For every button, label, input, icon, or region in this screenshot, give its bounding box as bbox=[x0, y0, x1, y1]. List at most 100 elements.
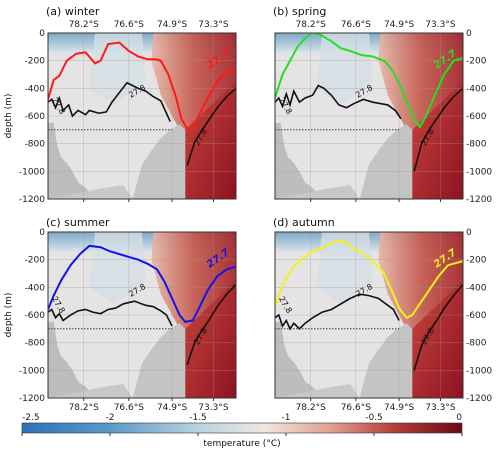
y-tick-label: -800 bbox=[25, 140, 46, 150]
colorbar-tick-label: -2.5 bbox=[22, 413, 40, 423]
colorbar-tick-label: -0.5 bbox=[365, 413, 383, 423]
bathymetry-left bbox=[275, 321, 322, 398]
panel-frame bbox=[274, 231, 464, 399]
y-tick-label: -600 bbox=[466, 311, 487, 321]
cool-patch bbox=[316, 232, 373, 304]
y-tick-label: -1000 bbox=[19, 167, 45, 177]
y-tick-label: -800 bbox=[466, 339, 487, 349]
deep-warm-water bbox=[412, 81, 463, 199]
colorbar-tick-label: -1 bbox=[282, 413, 291, 423]
x-tick-label: 73.3°S bbox=[198, 403, 229, 413]
x-tick-label: 76.6°S bbox=[341, 20, 372, 30]
y-tick-label: -400 bbox=[25, 84, 46, 94]
panel-title: (d) autumn bbox=[273, 216, 335, 229]
panel-3: 27.827.827.827.7 (c) summer 78.2°S 76.6°S 74… bbox=[4, 216, 237, 413]
y-tick-label: -600 bbox=[25, 112, 46, 122]
deep-warm-water bbox=[412, 280, 463, 398]
y-tick-label: -200 bbox=[25, 57, 46, 67]
bathymetry-left bbox=[275, 122, 322, 199]
panel-frame bbox=[274, 32, 464, 200]
y-tick-label: -800 bbox=[25, 339, 46, 349]
isopycnal-27-7-line bbox=[48, 41, 236, 130]
isopycnal-27-8-line bbox=[48, 81, 171, 122]
isopycnal-27-8-deep-line bbox=[413, 87, 463, 172]
panel-1: 27.827.827.827.7 (a) winter 78.2°S 76.6°S 74… bbox=[4, 5, 237, 205]
y-tick-label: 0 bbox=[466, 228, 472, 238]
x-tick-label: 73.3°S bbox=[425, 20, 456, 30]
y-tick-label: -800 bbox=[466, 140, 487, 150]
deep-warm-water bbox=[185, 280, 236, 398]
cool-patch bbox=[89, 33, 146, 105]
isopycnal-27-7-line bbox=[275, 33, 463, 129]
y-tick-label: -600 bbox=[466, 112, 487, 122]
x-tick-label: 74.9°S bbox=[157, 403, 188, 413]
y-tick-label: -400 bbox=[25, 283, 46, 293]
y-tick-label: -1000 bbox=[19, 366, 45, 376]
bathymetry-floor bbox=[275, 384, 360, 398]
panels: 27.827.827.827.7 (a) winter 78.2°S 76.6°S 74… bbox=[4, 5, 492, 413]
deep-warm-water bbox=[185, 81, 236, 199]
panel-4: 27.827.827.827.7 (d) autumn 78.2°S 76.6°S 74… bbox=[273, 216, 492, 413]
y-tick-label: -1000 bbox=[466, 167, 492, 177]
isopycnal-27-8-line bbox=[275, 293, 400, 331]
temperature-field: 27.827.827.827.7 bbox=[48, 232, 236, 398]
temperature-field: 27.827.827.827.7 bbox=[48, 33, 236, 199]
isopycnal-27-7-line bbox=[275, 239, 463, 320]
y-tick-label: -200 bbox=[466, 57, 487, 67]
bathymetry-floor bbox=[48, 185, 133, 199]
y-tick-label: -1000 bbox=[466, 366, 492, 376]
x-tick-label: 76.6°S bbox=[114, 403, 145, 413]
x-tick-label: 78.2°S bbox=[69, 20, 100, 30]
x-tick-label: 76.6°S bbox=[341, 403, 372, 413]
panel-title: (c) summer bbox=[46, 216, 110, 229]
bathymetry-floor bbox=[275, 185, 360, 199]
cool-patch bbox=[316, 33, 373, 105]
panel-frame bbox=[47, 231, 237, 399]
y-tick-label: -600 bbox=[25, 311, 46, 321]
x-tick-label: 78.2°S bbox=[296, 403, 327, 413]
colorbar-tick-label: -1.5 bbox=[189, 413, 207, 423]
bathymetry-left bbox=[48, 122, 95, 199]
colorbar: -2.5 -2 -1.5 -1 -0.5 0 temperature (°C) bbox=[21, 413, 463, 449]
x-tick-label: 73.3°S bbox=[198, 20, 229, 30]
temperature-field: 27.827.827.827.7 bbox=[275, 33, 463, 199]
y-tick-label: -1200 bbox=[19, 394, 45, 404]
y-tick-label: -400 bbox=[466, 283, 487, 293]
colorbar-tick-label: -2 bbox=[106, 413, 115, 423]
panel-title: (a) winter bbox=[46, 5, 100, 18]
y-tick-label: 0 bbox=[39, 29, 45, 39]
y-tick-label: -1200 bbox=[19, 195, 45, 205]
x-tick-label: 78.2°S bbox=[69, 403, 100, 413]
y-tick-label: -1200 bbox=[466, 394, 492, 404]
panel-title: (b) spring bbox=[273, 5, 326, 18]
isopycnal-27-8-deep-line bbox=[186, 87, 236, 167]
colorbar-ramp bbox=[21, 422, 463, 434]
y-axis-label: depth (m) bbox=[4, 293, 14, 338]
x-tick-label: 74.9°S bbox=[384, 403, 415, 413]
x-tick-label: 76.6°S bbox=[114, 20, 145, 30]
bathymetry-floor bbox=[48, 384, 133, 398]
colorbar-label: temperature (°C) bbox=[203, 439, 280, 449]
isopycnal-27-8-line bbox=[48, 300, 173, 327]
isopycnal-27-7-line bbox=[48, 244, 236, 324]
y-tick-label: 0 bbox=[466, 29, 472, 39]
temperature-field: 27.827.827.827.7 bbox=[275, 232, 463, 398]
bathymetry-left bbox=[48, 321, 95, 398]
y-tick-label: 0 bbox=[39, 228, 45, 238]
cool-patch bbox=[89, 232, 146, 304]
x-tick-label: 73.3°S bbox=[425, 403, 456, 413]
isopycnal-27-8-line bbox=[275, 84, 402, 120]
y-tick-label: -400 bbox=[466, 84, 487, 94]
x-tick-label: 78.2°S bbox=[296, 20, 327, 30]
y-tick-label: -1200 bbox=[466, 195, 492, 205]
isopycnal-27-8-deep-line bbox=[186, 284, 236, 366]
panel-frame bbox=[47, 32, 237, 200]
x-tick-label: 74.9°S bbox=[157, 20, 188, 30]
panel-2: 27.827.827.827.7 (b) spring 78.2°S 76.6°S 74… bbox=[273, 5, 492, 205]
y-tick-label: -200 bbox=[466, 256, 487, 266]
x-tick-label: 74.9°S bbox=[384, 20, 415, 30]
y-axis-label: depth (m) bbox=[4, 94, 14, 139]
colorbar-tick-label: 0 bbox=[456, 413, 462, 423]
y-tick-label: -200 bbox=[25, 256, 46, 266]
